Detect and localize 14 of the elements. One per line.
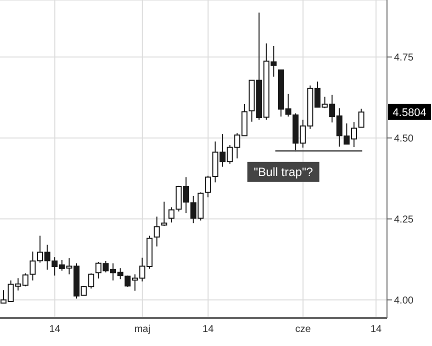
x-tick-label: 14 (202, 324, 214, 336)
candlestick (154, 216, 160, 247)
x-tick-label: 14 (49, 324, 61, 336)
y-tick-label: 4.75 (394, 52, 414, 64)
annotation: 4.5804 (392, 106, 426, 119)
y-tick-label: 4.25 (394, 214, 414, 226)
x-tick-label: 14 (370, 324, 382, 336)
candlestick (168, 206, 174, 223)
y-tick-label: 4.00 (394, 295, 414, 306)
x-tick-label: maj (134, 324, 150, 336)
ref-line-label: "Bull trap"? (254, 164, 314, 179)
x-tick-label: cze (295, 324, 312, 336)
candlestick (161, 201, 168, 227)
y-tick-label: 4.50 (394, 134, 414, 144)
